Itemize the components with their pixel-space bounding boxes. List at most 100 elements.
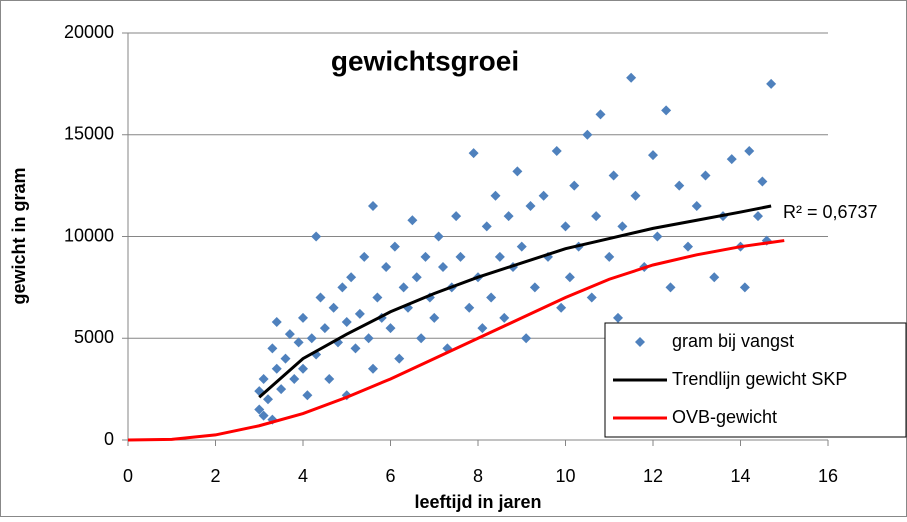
scatter-point	[691, 200, 702, 211]
scatter-point	[389, 241, 400, 252]
scatter-point	[363, 333, 374, 344]
scatter-point	[385, 323, 396, 334]
scatter-point	[359, 251, 370, 262]
legend-marker	[635, 337, 645, 347]
scatter-point	[586, 292, 597, 303]
scatter-point	[477, 323, 488, 334]
scatter-point	[608, 170, 619, 181]
scatter-point	[346, 272, 357, 283]
x-tick-label: 10	[555, 466, 575, 486]
y-tick-label: 15000	[64, 124, 114, 144]
scatter-point	[486, 292, 497, 303]
y-tick-label: 20000	[64, 22, 114, 42]
x-axis-label: leeftijd in jaren	[414, 492, 541, 512]
scatter-point	[613, 312, 623, 323]
scatter-point	[337, 282, 348, 293]
x-tick-label: 2	[210, 466, 220, 486]
scatter-point	[753, 211, 763, 222]
scatter-point	[276, 384, 287, 395]
x-tick-label: 4	[298, 466, 308, 486]
scatter-point	[630, 190, 641, 201]
x-tick-label: 16	[818, 466, 838, 486]
scatter-point	[368, 200, 378, 211]
scatter-point	[757, 176, 768, 187]
scatter-point	[394, 353, 405, 364]
scatter-point	[328, 302, 339, 313]
scatter-point	[368, 363, 378, 374]
legend-label: OVB-gewicht	[672, 407, 777, 427]
scatter-point	[744, 146, 755, 157]
scatter-point	[372, 292, 383, 303]
scatter-point	[411, 272, 422, 283]
scatter-point	[306, 333, 317, 344]
x-tick-label: 14	[730, 466, 750, 486]
scatter-point	[512, 166, 523, 177]
scatter-point	[564, 272, 575, 283]
scatter-point	[298, 312, 308, 323]
scatter-point	[284, 329, 295, 340]
scatter-point	[315, 292, 326, 303]
scatter-point	[381, 262, 392, 273]
scatter-point	[267, 343, 278, 354]
scatter-point	[551, 146, 562, 157]
scatter-point	[319, 323, 330, 334]
scatter-point	[490, 190, 501, 201]
scatter-point	[683, 241, 693, 252]
scatter-point	[529, 282, 540, 293]
scatter-point	[617, 221, 628, 232]
scatter-point	[311, 231, 322, 242]
scatter-point	[420, 251, 431, 262]
x-tick-label: 6	[385, 466, 395, 486]
line-series	[258, 204, 772, 399]
scatter-point	[350, 343, 361, 354]
x-tick-label: 12	[643, 466, 663, 486]
x-tick-label: 0	[123, 466, 133, 486]
scatter-point	[398, 282, 409, 293]
scatter-point	[429, 312, 440, 323]
scatter-point	[254, 404, 265, 415]
scatter-point	[556, 302, 567, 313]
scatter-point	[298, 363, 308, 374]
scatter-point	[739, 282, 750, 293]
scatter-point	[494, 251, 505, 262]
scatter-point	[652, 231, 663, 242]
scatter-point	[521, 333, 532, 344]
chart-title: gewichtsgroei	[331, 45, 519, 76]
y-axis-label: gewicht in gram	[9, 167, 29, 304]
scatter-point	[280, 353, 291, 364]
scatter-point	[407, 215, 418, 226]
scatter-point	[569, 180, 580, 191]
scatter-point	[324, 373, 335, 384]
scatter-point	[525, 200, 536, 211]
scatter-point	[271, 316, 282, 327]
x-tick-label: 8	[473, 466, 483, 486]
scatter-point	[726, 154, 737, 165]
scatter-point	[516, 241, 527, 252]
annotation: R² = 0,6737	[783, 202, 878, 222]
scatter-point	[293, 337, 304, 348]
scatter-point	[604, 251, 615, 262]
scatter-point	[674, 180, 685, 191]
scatter-point	[433, 231, 444, 242]
scatter-point	[258, 410, 269, 421]
scatter-point	[416, 333, 427, 344]
scatter-point	[700, 170, 711, 181]
scatter-point	[665, 282, 676, 293]
scatter-point	[661, 105, 672, 116]
legend-label: Trendlijn gewicht SKP	[672, 369, 847, 389]
scatter-point	[560, 221, 571, 232]
scatter-point	[289, 373, 300, 384]
scatter-point	[468, 148, 479, 159]
scatter-point	[591, 211, 602, 222]
scatter-point	[481, 221, 492, 232]
scatter-point	[766, 78, 777, 89]
scatter-point	[341, 316, 352, 327]
scatter-point	[271, 363, 282, 374]
scatter-point	[595, 109, 606, 120]
scatter-point	[438, 262, 448, 273]
scatter-point	[464, 302, 475, 313]
y-tick-label: 5000	[74, 327, 114, 347]
y-tick-label: 0	[104, 429, 114, 449]
